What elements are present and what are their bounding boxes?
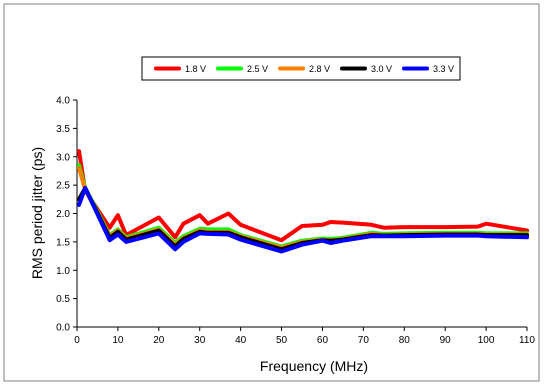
legend-label: 3.0 V [371, 64, 392, 74]
y-tick-label: 1.0 [56, 266, 70, 277]
legend-label: 3.3 V [433, 64, 454, 74]
legend-label: 2.8 V [309, 64, 330, 74]
x-tick-label: 60 [317, 335, 329, 346]
x-tick-label: 70 [358, 335, 370, 346]
x-tick-label: 0 [74, 335, 80, 346]
x-tick-label: 100 [478, 335, 495, 346]
axes: 0.0 0.5 1.0 1.5 2.0 2.5 3.0 3.5 4.0 0 10 20 30 40 50 60… [56, 96, 535, 347]
x-tick-label: 10 [112, 335, 124, 346]
y-tick-label: 2.0 [56, 209, 70, 220]
y-tick-label: 1.5 [56, 237, 70, 248]
x-tick-label: 30 [194, 335, 206, 346]
legend: 1.8 V 2.5 V 2.8 V 3.0 V 3.3 V [141, 56, 461, 81]
y-tick-label: 4.0 [56, 96, 70, 107]
x-tick-label: 40 [235, 335, 247, 346]
y-tick-label: 0.0 [56, 323, 70, 334]
series-layer [77, 149, 529, 254]
x-tick-label: 80 [399, 335, 411, 346]
y-tick-label: 3.0 [56, 152, 70, 163]
legend-label: 1.8 V [185, 64, 206, 74]
x-tick-label: 20 [153, 335, 165, 346]
x-tick-label: 50 [276, 335, 288, 346]
y-tick-label: 2.5 [56, 181, 70, 192]
legend-label: 2.5 V [247, 64, 268, 74]
y-tick-label: 0.5 [56, 294, 70, 305]
x-tick-label: 110 [519, 335, 535, 346]
x-axis-title: Frequency (MHz) [260, 358, 368, 374]
series-line-1-8-v [77, 149, 529, 243]
y-axis-title: RMS period jitter (ps) [29, 147, 45, 279]
x-tick-label: 90 [440, 335, 452, 346]
y-tick-label: 3.5 [56, 124, 70, 135]
series-line-3-3-v [77, 186, 529, 254]
